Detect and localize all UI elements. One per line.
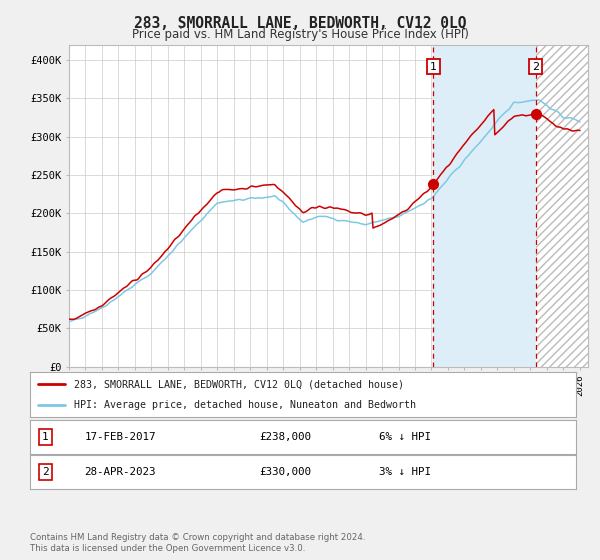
Text: 283, SMORRALL LANE, BEDWORTH, CV12 0LQ (detached house): 283, SMORRALL LANE, BEDWORTH, CV12 0LQ (… [74,380,404,390]
Text: Price paid vs. HM Land Registry's House Price Index (HPI): Price paid vs. HM Land Registry's House … [131,28,469,41]
Text: 1: 1 [430,62,437,72]
Text: 28-APR-2023: 28-APR-2023 [85,467,156,477]
Text: 1: 1 [42,432,49,442]
Text: 6% ↓ HPI: 6% ↓ HPI [379,432,431,442]
Text: 283, SMORRALL LANE, BEDWORTH, CV12 0LQ: 283, SMORRALL LANE, BEDWORTH, CV12 0LQ [134,16,466,31]
Text: 2: 2 [532,62,539,72]
Text: Contains HM Land Registry data © Crown copyright and database right 2024.
This d: Contains HM Land Registry data © Crown c… [30,533,365,553]
Bar [433,45,536,367]
Bar [536,45,588,367]
Text: 17-FEB-2017: 17-FEB-2017 [85,432,156,442]
Text: 2: 2 [42,467,49,477]
Text: £330,000: £330,000 [259,467,311,477]
Text: £238,000: £238,000 [259,432,311,442]
Text: 3% ↓ HPI: 3% ↓ HPI [379,467,431,477]
Bar [536,45,588,367]
Text: HPI: Average price, detached house, Nuneaton and Bedworth: HPI: Average price, detached house, Nune… [74,400,416,410]
